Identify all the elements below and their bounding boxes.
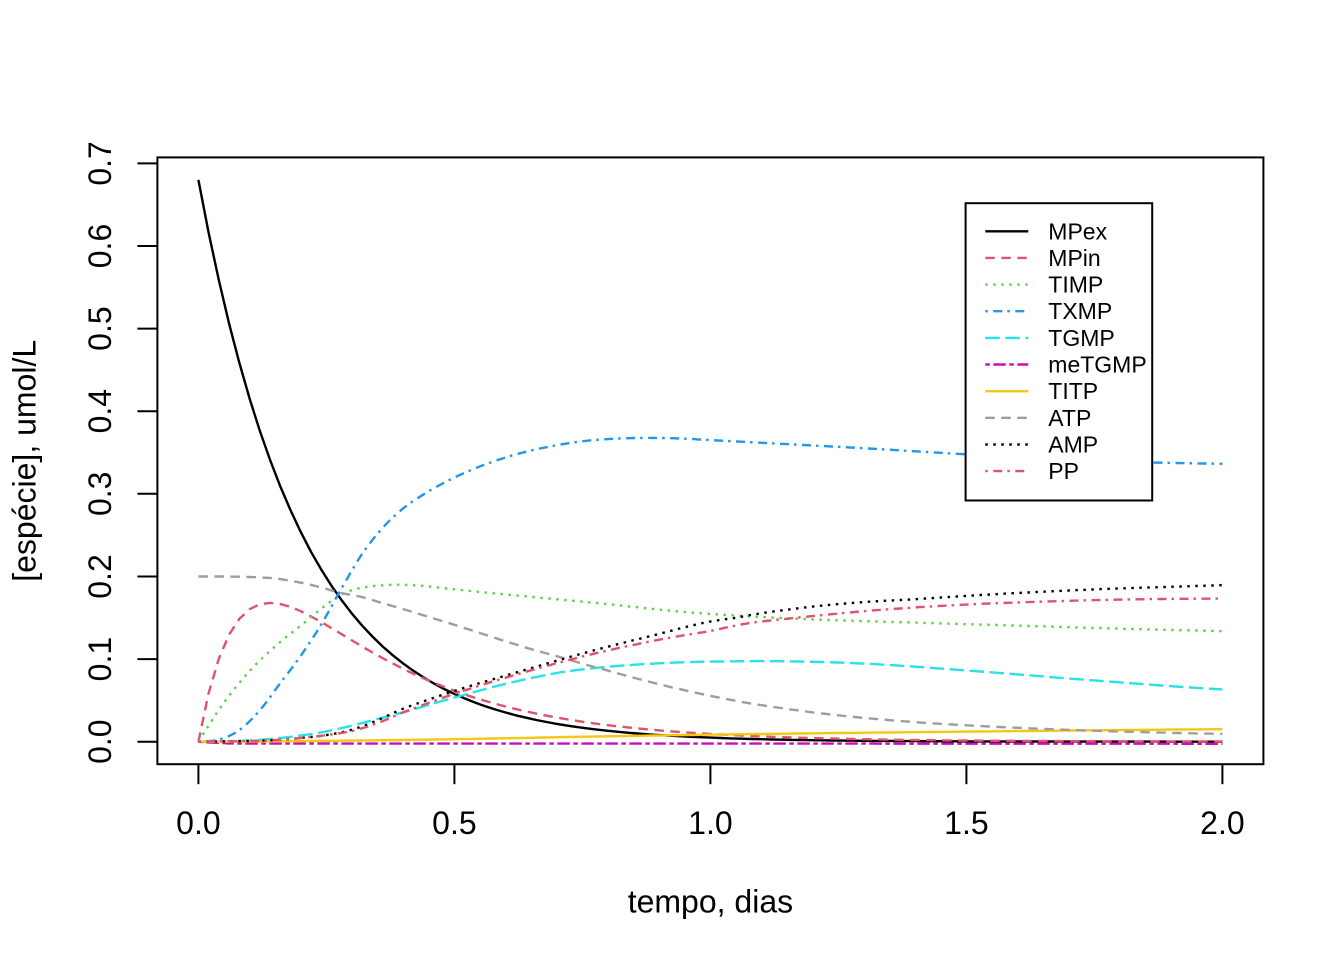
svg-text:ATP: ATP xyxy=(1048,405,1091,431)
svg-text:0.4: 0.4 xyxy=(82,389,118,433)
svg-text:TITP: TITP xyxy=(1048,378,1098,404)
svg-text:0.0: 0.0 xyxy=(82,719,118,763)
svg-text:0.3: 0.3 xyxy=(82,472,118,516)
svg-text:[espécie], umol/L: [espécie], umol/L xyxy=(7,340,43,582)
svg-text:TIMP: TIMP xyxy=(1048,272,1103,298)
svg-text:0.1: 0.1 xyxy=(82,637,118,681)
svg-text:tempo, dias: tempo, dias xyxy=(628,884,793,920)
svg-text:0.0: 0.0 xyxy=(176,805,220,841)
svg-text:MPex: MPex xyxy=(1048,218,1107,244)
svg-text:0.6: 0.6 xyxy=(82,224,118,268)
svg-text:2.0: 2.0 xyxy=(1200,805,1244,841)
svg-text:AMP: AMP xyxy=(1048,432,1098,458)
svg-text:MPin: MPin xyxy=(1048,245,1100,271)
svg-text:TXMP: TXMP xyxy=(1048,298,1112,324)
svg-text:PP: PP xyxy=(1048,458,1079,484)
svg-text:0.7: 0.7 xyxy=(82,141,118,185)
svg-text:1.0: 1.0 xyxy=(688,805,732,841)
svg-text:0.5: 0.5 xyxy=(82,306,118,350)
svg-text:meTGMP: meTGMP xyxy=(1048,352,1146,378)
svg-text:0.5: 0.5 xyxy=(432,805,476,841)
svg-text:0.2: 0.2 xyxy=(82,554,118,598)
svg-text:1.5: 1.5 xyxy=(944,805,988,841)
svg-text:TGMP: TGMP xyxy=(1048,325,1114,351)
